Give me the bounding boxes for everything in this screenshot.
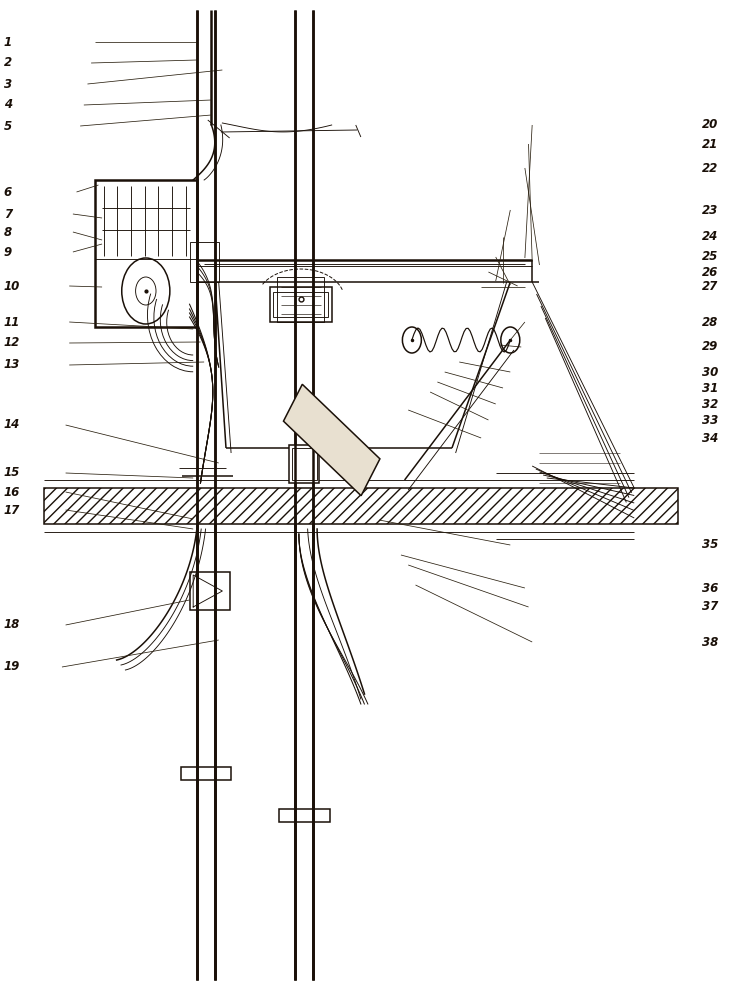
Text: 9: 9 bbox=[4, 245, 12, 258]
Bar bbox=[270, 287, 332, 322]
Text: 3: 3 bbox=[4, 78, 12, 91]
Text: 25: 25 bbox=[702, 250, 718, 263]
Text: 20: 20 bbox=[702, 118, 718, 131]
Text: 31: 31 bbox=[702, 381, 718, 394]
Text: 32: 32 bbox=[702, 397, 718, 410]
Bar bbox=[279, 809, 330, 822]
Text: 17: 17 bbox=[4, 504, 20, 516]
Text: 10: 10 bbox=[4, 279, 20, 292]
Text: 34: 34 bbox=[702, 432, 718, 444]
Text: 11: 11 bbox=[4, 316, 20, 328]
Polygon shape bbox=[284, 384, 380, 496]
Bar bbox=[190, 572, 230, 610]
Text: 28: 28 bbox=[702, 316, 718, 328]
Text: 18: 18 bbox=[4, 618, 20, 632]
Bar bbox=[277, 277, 324, 322]
Bar bbox=[44, 488, 678, 524]
Text: 22: 22 bbox=[702, 161, 718, 174]
Bar bbox=[181, 767, 231, 780]
Text: 37: 37 bbox=[702, 600, 718, 613]
Text: 38: 38 bbox=[702, 636, 718, 648]
Bar bbox=[289, 445, 319, 483]
Text: 4: 4 bbox=[4, 99, 12, 111]
Text: 30: 30 bbox=[702, 365, 718, 378]
Text: 23: 23 bbox=[702, 204, 718, 217]
Text: 19: 19 bbox=[4, 660, 20, 674]
Text: 5: 5 bbox=[4, 119, 12, 132]
Bar bbox=[292, 448, 317, 480]
Bar bbox=[190, 242, 219, 282]
Text: 13: 13 bbox=[4, 359, 20, 371]
Text: 35: 35 bbox=[702, 538, 718, 552]
Text: 21: 21 bbox=[702, 137, 718, 150]
Bar bbox=[95, 180, 197, 327]
Text: 2: 2 bbox=[4, 56, 12, 70]
Text: 7: 7 bbox=[4, 208, 12, 221]
Text: 15: 15 bbox=[4, 466, 20, 480]
Text: 27: 27 bbox=[702, 280, 718, 294]
Text: 6: 6 bbox=[4, 186, 12, 198]
Text: 16: 16 bbox=[4, 486, 20, 498]
Text: 14: 14 bbox=[4, 418, 20, 432]
Text: 26: 26 bbox=[702, 265, 718, 278]
Text: 1: 1 bbox=[4, 35, 12, 48]
Text: 8: 8 bbox=[4, 226, 12, 238]
Text: 33: 33 bbox=[702, 414, 718, 426]
Text: 24: 24 bbox=[702, 231, 718, 243]
Bar bbox=[273, 292, 328, 317]
Text: 12: 12 bbox=[4, 336, 20, 350]
Text: 29: 29 bbox=[702, 340, 718, 354]
Text: 36: 36 bbox=[702, 582, 718, 594]
